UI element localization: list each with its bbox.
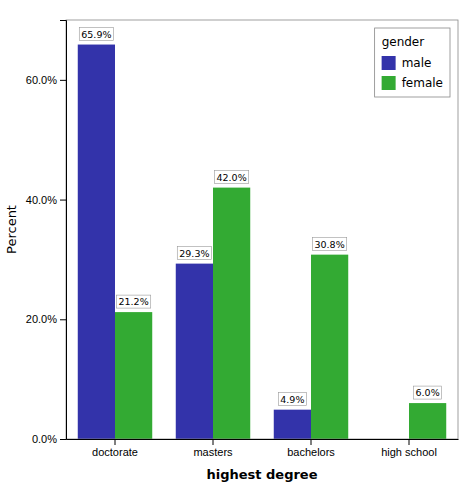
tick: 40.0% [26, 194, 66, 206]
tick-mark [60, 319, 66, 320]
tick-label: 20.0% [26, 313, 57, 325]
tick-mark [311, 439, 312, 445]
x-axis-title: highest degree [206, 467, 317, 482]
data-label: 29.3% [177, 247, 211, 260]
data-label: 42.0% [215, 171, 249, 184]
y-axis-title: Percent [4, 205, 19, 254]
legend: gender male female [375, 28, 450, 97]
legend-box [375, 28, 450, 97]
tick-mark [115, 439, 116, 445]
data-label-text: 42.0% [217, 172, 247, 183]
label-box [177, 247, 211, 260]
tick: bachelors [287, 439, 335, 458]
bar [274, 410, 311, 439]
bars [78, 45, 446, 439]
data-label-text: 4.9% [280, 394, 304, 405]
bar [78, 45, 115, 439]
data-labels: 65.9% 29.3% 4.9% 21.2% 42.0% 30.8% 6.0% [79, 28, 441, 406]
tick-mark [409, 439, 410, 445]
tick-label: masters [193, 446, 233, 458]
tick: 20.0% [26, 313, 66, 325]
tick-label: doctorate [92, 446, 138, 458]
data-label-text: 65.9% [81, 29, 111, 40]
bar-series [78, 45, 311, 439]
label-box [117, 295, 151, 308]
data-label: 6.0% [414, 386, 442, 399]
tick: 0.0% [32, 433, 66, 445]
bar [213, 188, 250, 439]
tick: masters [193, 439, 233, 458]
data-label: 30.8% [313, 238, 347, 251]
tick-label: 40.0% [26, 194, 57, 206]
axis-line [67, 439, 459, 440]
tick: high school [381, 439, 437, 458]
legend-title: gender [382, 35, 425, 49]
label-box [414, 386, 442, 399]
legend-swatch [382, 56, 396, 70]
label-box [313, 238, 347, 251]
tick-mark [60, 439, 66, 440]
tick: 60.0% [26, 74, 66, 86]
x-axis: doctorate masters bachelors high school [67, 439, 459, 458]
axis-line [60, 21, 67, 440]
legend-label: male [402, 56, 432, 70]
bar [176, 264, 213, 439]
tick-label: high school [381, 446, 437, 458]
y-axis: 0.0% 20.0% 40.0% 60.0% [26, 21, 67, 446]
plot-frame [66, 20, 458, 439]
tick-label: bachelors [287, 446, 335, 458]
data-label-text: 21.2% [119, 296, 149, 307]
tick-mark [60, 80, 66, 81]
tick-mark [60, 200, 66, 201]
tick-label: 60.0% [26, 74, 57, 86]
plot: 0.0% 20.0% 40.0% 60.0% doctorate masters bache… [26, 20, 459, 458]
data-label: 65.9% [79, 28, 113, 41]
data-label: 4.9% [278, 393, 306, 406]
data-label-text: 29.3% [179, 248, 209, 259]
data-label-text: 30.8% [315, 239, 345, 250]
bar [311, 255, 348, 439]
bar [115, 312, 152, 439]
label-box [79, 28, 113, 41]
bar [409, 403, 446, 439]
tick-mark [213, 439, 214, 445]
tick: doctorate [92, 439, 138, 458]
data-label: 21.2% [117, 295, 151, 308]
chart: 0.0% 20.0% 40.0% 60.0% doctorate masters bache… [0, 0, 474, 491]
label-box [215, 171, 249, 184]
bar-series [115, 188, 446, 439]
legend-swatch [382, 76, 396, 90]
data-label-text: 6.0% [416, 387, 440, 398]
tick-label: 0.0% [32, 433, 57, 445]
legend-items: gender male female [382, 35, 443, 90]
label-box [278, 393, 306, 406]
legend-label: female [402, 76, 443, 90]
